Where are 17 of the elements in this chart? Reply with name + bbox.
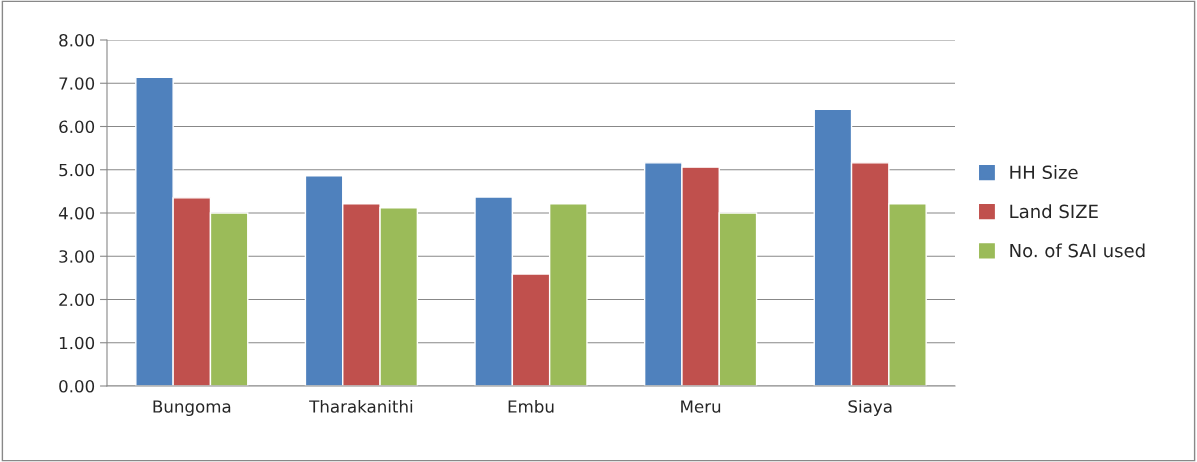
- legend-label: No. of SAI used: [1010, 243, 1145, 258]
- x-tick-label: Meru: [681, 400, 721, 413]
- x-tick-label: Embu: [508, 399, 554, 413]
- y-tick-label: 4.00: [58, 206, 95, 220]
- y-tick-label: 7.00: [59, 77, 95, 90]
- y-tick-label: 5.00: [59, 163, 95, 177]
- y-tick-label: 2.00: [59, 293, 95, 307]
- y-tick-label: 1.00: [59, 336, 95, 350]
- x-tick-label: Siaya: [848, 399, 892, 417]
- y-tick-label: 3.00: [59, 250, 95, 263]
- x-tick-label: Bungoma: [153, 400, 231, 417]
- legend-label: Land SIZE: [1010, 204, 1098, 219]
- legend-label: HH Size: [1010, 165, 1078, 180]
- y-tick-label: 0.00: [59, 379, 95, 393]
- x-tick-label: Tharakanithi: [309, 399, 413, 413]
- y-tick-label: 6.00: [59, 120, 95, 134]
- y-tick-label: 8.00: [59, 33, 95, 47]
